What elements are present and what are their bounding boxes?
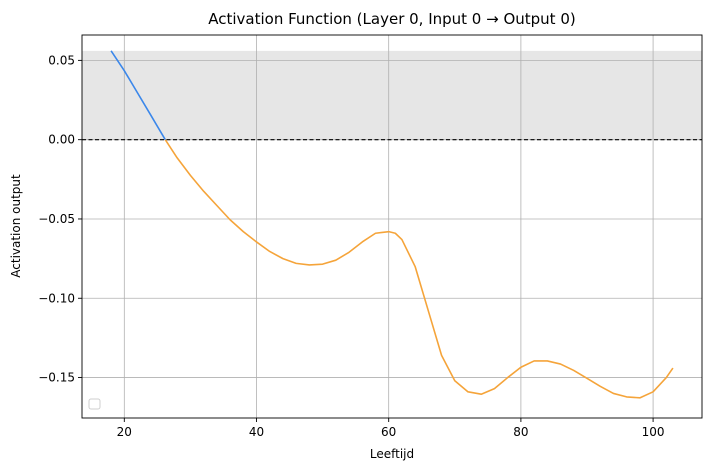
- y-tick-label: 0.00: [48, 133, 75, 147]
- x-tick-label: 40: [249, 425, 264, 439]
- x-tick-label: 100: [642, 425, 665, 439]
- plot-frame: [81, 34, 703, 419]
- y-tick-label: −0.15: [38, 371, 75, 385]
- y-axis-label: Activation output: [9, 174, 23, 278]
- x-tick-label: 20: [117, 425, 132, 439]
- legend-box: [88, 398, 101, 410]
- x-tick-label: 80: [513, 425, 528, 439]
- y-tick-label: −0.05: [38, 212, 75, 226]
- x-tick-label: 60: [381, 425, 396, 439]
- x-axis-label: Leeftijd: [370, 447, 414, 461]
- series-line-negative: [164, 139, 674, 399]
- y-tick-label: −0.10: [38, 291, 75, 305]
- y-tick-label: 0.05: [48, 53, 75, 67]
- chart-title: Activation Function (Layer 0, Input 0 → …: [208, 10, 575, 28]
- shaded-band: [82, 50, 702, 140]
- series-line-positive: [110, 50, 166, 141]
